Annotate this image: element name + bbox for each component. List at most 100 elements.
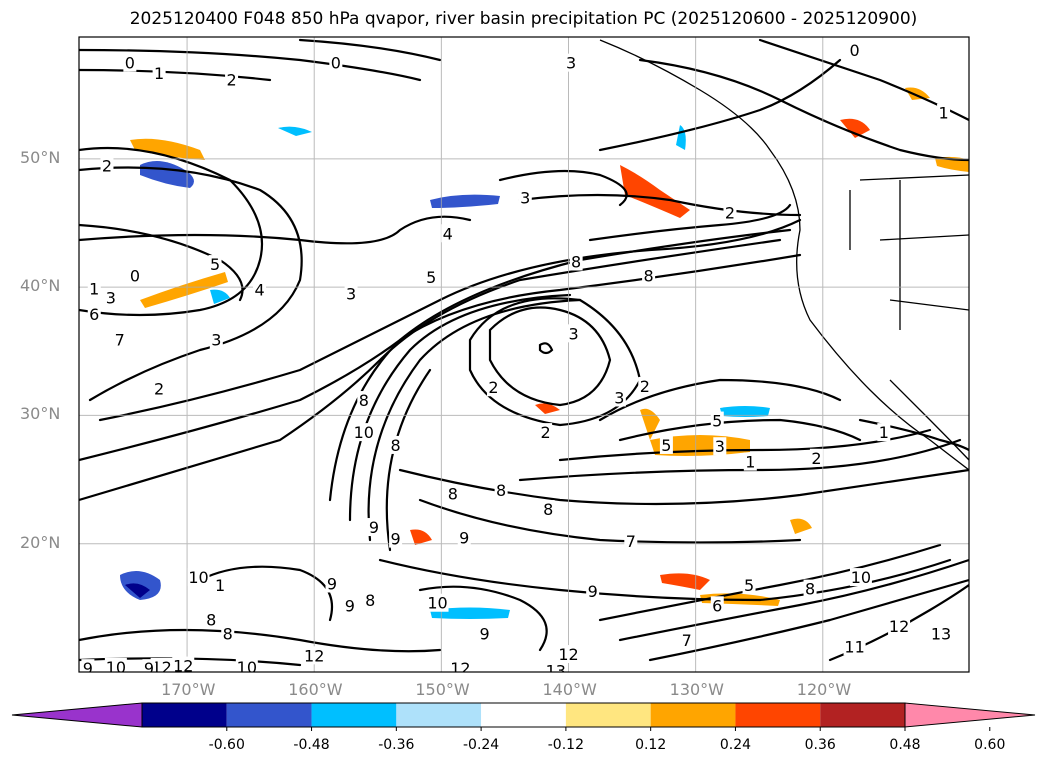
colorbar-tick-label: -0.60 [208,737,245,753]
contour-label-bg [87,305,101,324]
colorbar-segment [396,703,482,727]
contour-label-bg [152,379,166,398]
colorbar [11,702,1036,731]
contour-label: 10 [851,568,871,587]
colorbar-tick-label: 0.36 [804,737,836,753]
contour-label-bg [253,280,267,299]
contour-label-bg [680,630,694,649]
contour-label: 8 [805,580,815,599]
contour-label: 9 [479,625,489,644]
contour-label: 2 [541,423,551,442]
contour-label-bg [713,437,727,456]
lat-tick-label: 50°N [20,147,61,167]
contour-label-bg [486,378,500,397]
contour-label: 2 [811,449,821,468]
contour-label-bg [87,279,101,298]
contour-label: 7 [682,631,692,650]
contour-label: 8 [365,591,375,610]
contour-label-bg [612,388,626,407]
contour-label: 8 [206,610,216,629]
contour-label-bg [150,657,173,672]
colorbar-outline [141,702,906,728]
lon-tick-label: 160°W [288,680,343,699]
contour-label: 2 [102,156,112,175]
map-frame [78,36,970,673]
contour-label: 3 [715,437,725,456]
contour-label-bg [100,156,114,175]
contour-label: 5 [426,268,436,287]
contour-label-bg [843,637,866,656]
lat-tick-label: 20°N [20,532,61,552]
colorbar-tick-label: 0.60 [974,737,1006,753]
figure-title: 2025120400 F048 850 hPa qvapor, river ba… [129,9,918,29]
contour-label-bg [343,596,357,615]
contour-label-bg [367,518,381,537]
colorbar-segment [142,703,227,727]
contour-label: 8 [571,252,581,271]
colorbar-segment [311,703,397,727]
colorbar-extend-low [11,702,143,728]
contour-label: 5 [744,576,754,595]
contour-label-bg [586,582,600,601]
contour-label: 2 [488,378,498,397]
contour-label-bg [557,645,580,664]
contour-label: 1 [745,453,755,472]
contour-label: 6 [712,596,722,615]
contour-label: 1 [938,104,948,123]
contour-label-bg [142,659,156,672]
contour-label-bg [803,579,817,598]
contour-label: 12 [151,658,171,677]
contour-label-bg [518,188,532,207]
contour-label: 9 [588,582,598,601]
contour-label-bg [877,423,891,442]
contour-label-bg [541,500,555,519]
contour-label-bg [937,103,951,122]
contour-label-bg [848,40,862,59]
contour-label-bg [152,63,166,82]
contour-label: 7 [626,532,636,551]
colorbar-tick-label: -0.48 [293,737,330,753]
contour-label: 5 [712,412,722,431]
contour-label: 10 [354,423,374,442]
contour-label: 4 [443,224,453,243]
colorbar-tick-label: -0.24 [462,737,500,753]
contour-label: 2 [154,379,164,398]
lat-tick-label: 30°N [20,404,61,424]
contour-label: 3 [211,331,221,350]
contour-label-bg [426,593,449,612]
contour-label-bg [424,267,438,286]
contour-label: 10 [237,658,257,677]
contour-label-bg [742,575,756,594]
colorbar-segment [820,703,905,727]
contour-label: 9 [369,518,379,537]
contour-label: 8 [448,485,458,504]
contour-label-bg [446,484,460,503]
contour-label: 6 [89,305,99,324]
colorbar-tick-label: 0.12 [635,737,667,753]
colorbar-tick-label: 0.48 [889,737,921,753]
contour-label: 1 [154,64,164,83]
colorbar-extend-high [904,702,1036,728]
contour-label-bg [569,252,583,271]
lat-tick-label: 40°N [20,276,61,296]
contour-label-bg [225,70,239,89]
contour-label: 9 [459,528,469,547]
contour-label: 12 [304,646,324,665]
colorbar-segment [735,703,821,727]
contour-label-bg [624,532,638,551]
contour-label-bg [363,591,377,610]
contour-label: 3 [346,285,356,304]
contour-label-bg [389,435,403,454]
contour-label-bg [303,646,326,665]
contour-label: 0 [130,267,140,286]
contour-label-bg [642,266,656,285]
contour-label: 8 [359,391,369,410]
contour-label-bg [172,656,195,672]
contour-label: 8 [644,267,654,286]
contour-label: 0 [331,54,341,73]
contour-label-bg [710,596,724,615]
contour-label-bg [441,224,455,243]
contour-label-bg [208,255,222,274]
coastline [599,39,969,471]
contour-label: 4 [254,281,264,300]
